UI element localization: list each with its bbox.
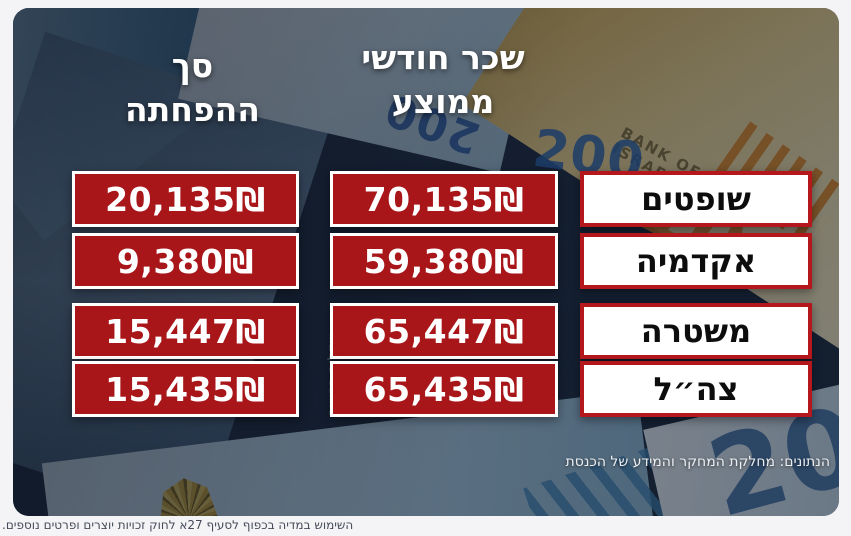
reduction-value: 9,380₪ [72,233,299,289]
copyright-note: השימוש במדיה בכפוף לסעיף 27א לחוק זכויות… [2,518,354,532]
avg-salary-value: 65,447₪ [330,303,558,359]
header-avg-salary-line1: שכר חודשי [361,38,525,77]
category-label-idf: צה״ל [580,361,812,417]
infographic-image[interactable]: 200 BANK OF ISRAEL 10 200 20 שקלים חדשים… [13,8,839,516]
category-label-judges: שופטים [580,171,812,227]
column-header-total-reduction: סך ההפחתה [85,44,300,131]
reduction-value: 15,447₪ [72,303,299,359]
avg-salary-value: 65,435₪ [330,361,558,417]
table-row: שופטים 70,135₪ 20,135₪ [13,171,839,227]
avg-salary-value: 70,135₪ [330,171,558,227]
table-row: אקדמיה 59,380₪ 9,380₪ [13,233,839,289]
category-label-academia: אקדמיה [580,233,812,289]
header-reduction-line1: סך [171,46,214,85]
avg-salary-value: 59,380₪ [330,233,558,289]
reduction-value: 15,435₪ [72,361,299,417]
column-header-avg-salary: שכר חודשי ממוצע [323,36,563,123]
table-row: משטרה 65,447₪ 15,447₪ [13,303,839,359]
reduction-value: 20,135₪ [72,171,299,227]
header-reduction-line2: ההפחתה [125,89,260,129]
table-row: צה״ל 65,435₪ 15,435₪ [13,361,839,417]
source-credit: הנתונים: מחלקת המחקר והמידע של הכנסת [565,454,830,470]
header-avg-salary-line2: ממוצע [391,81,495,121]
category-label-police: משטרה [580,303,812,359]
